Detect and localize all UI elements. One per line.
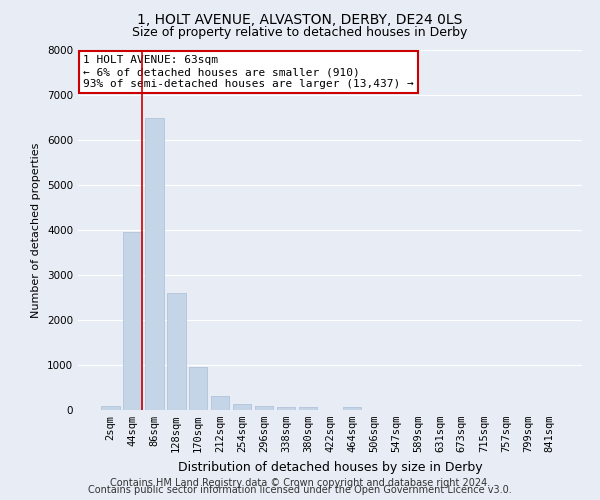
Bar	[189, 367, 208, 410]
Bar	[211, 396, 229, 410]
Bar	[167, 293, 185, 410]
Bar	[101, 406, 119, 410]
Text: Size of property relative to detached houses in Derby: Size of property relative to detached ho…	[133, 26, 467, 39]
Bar	[299, 408, 317, 410]
Y-axis label: Number of detached properties: Number of detached properties	[31, 142, 41, 318]
Bar	[277, 408, 295, 410]
Text: 1 HOLT AVENUE: 63sqm
← 6% of detached houses are smaller (910)
93% of semi-detac: 1 HOLT AVENUE: 63sqm ← 6% of detached ho…	[83, 56, 414, 88]
Bar	[123, 232, 142, 410]
Bar	[233, 404, 251, 410]
X-axis label: Distribution of detached houses by size in Derby: Distribution of detached houses by size …	[178, 460, 482, 473]
Text: Contains public sector information licensed under the Open Government Licence v3: Contains public sector information licen…	[88, 485, 512, 495]
Bar	[255, 406, 274, 410]
Text: 1, HOLT AVENUE, ALVASTON, DERBY, DE24 0LS: 1, HOLT AVENUE, ALVASTON, DERBY, DE24 0L…	[137, 12, 463, 26]
Text: Contains HM Land Registry data © Crown copyright and database right 2024.: Contains HM Land Registry data © Crown c…	[110, 478, 490, 488]
Bar	[145, 118, 164, 410]
Bar	[343, 408, 361, 410]
